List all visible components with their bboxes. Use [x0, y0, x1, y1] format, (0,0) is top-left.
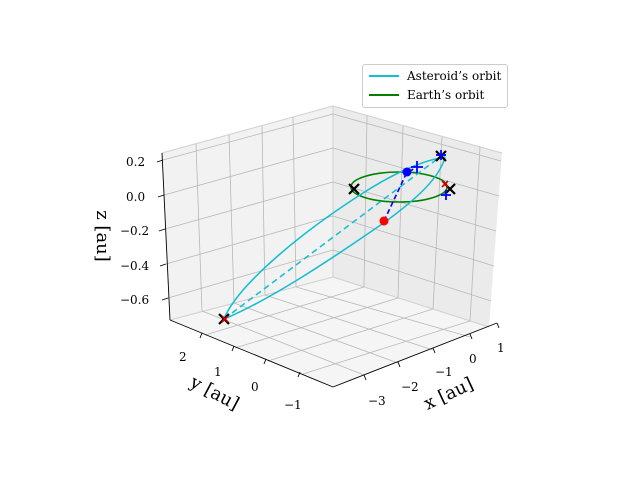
blue-plus-markers: [411, 150, 451, 200]
red-point: [379, 216, 389, 226]
y-tick-label: 1: [214, 365, 222, 379]
asteroid-orbit-back: [223, 156, 446, 320]
legend: Asteroid’s orbit Earth’s orbit: [362, 64, 508, 108]
red-markers: [221, 180, 449, 323]
x-axis-label: x [au]: [421, 373, 477, 414]
z-tick-label: 0.2: [126, 155, 145, 169]
red-x-marker: [221, 315, 229, 323]
z-tick-label: −0.6: [120, 293, 149, 307]
x-tick-label: 0: [469, 352, 477, 366]
legend-label-earth: Earth’s orbit: [407, 88, 485, 102]
legend-swatch-earth: [369, 94, 399, 96]
blue-plus-marker: [411, 161, 423, 173]
grid-lines: [162, 113, 502, 376]
asteroid-line-of-nodes: [223, 156, 441, 320]
y-tick-label: −1: [284, 398, 302, 412]
asteroid-orbit: [223, 156, 446, 320]
blue-dashed-connector: [383, 167, 417, 222]
x-tick-label: −1: [435, 365, 453, 379]
z-tick-label: −0.2: [120, 224, 149, 238]
axis-lines: [161, 152, 498, 388]
pane-edges: [161, 105, 503, 328]
legend-label-asteroid: Asteroid’s orbit: [407, 69, 502, 83]
tick-marks: [156, 159, 500, 381]
blue-plus-marker: [441, 190, 451, 200]
right-pane: [333, 106, 502, 327]
legend-item-asteroid: Asteroid’s orbit: [369, 67, 501, 85]
z-tick-label: 0.0: [126, 190, 145, 204]
red-x-marker: [441, 180, 449, 188]
y-tick-label: 0: [251, 380, 259, 394]
x-tick-label: −3: [368, 394, 386, 408]
z-axis-label: z [au]: [92, 210, 113, 262]
legend-item-earth: Earth’s orbit: [369, 86, 484, 104]
blue-plus-marker: [436, 150, 446, 160]
legend-swatch-asteroid: [369, 75, 399, 77]
blue-point: [402, 167, 412, 177]
x-tick-label: 1: [497, 341, 505, 355]
floor-pane: [170, 277, 489, 387]
asteroid-orbit-front: [223, 156, 446, 320]
black-x-marker: [348, 183, 360, 195]
y-tick-label: 2: [179, 350, 187, 364]
z-tick-label: −0.4: [120, 259, 150, 273]
x-tick-label: −2: [401, 380, 419, 394]
